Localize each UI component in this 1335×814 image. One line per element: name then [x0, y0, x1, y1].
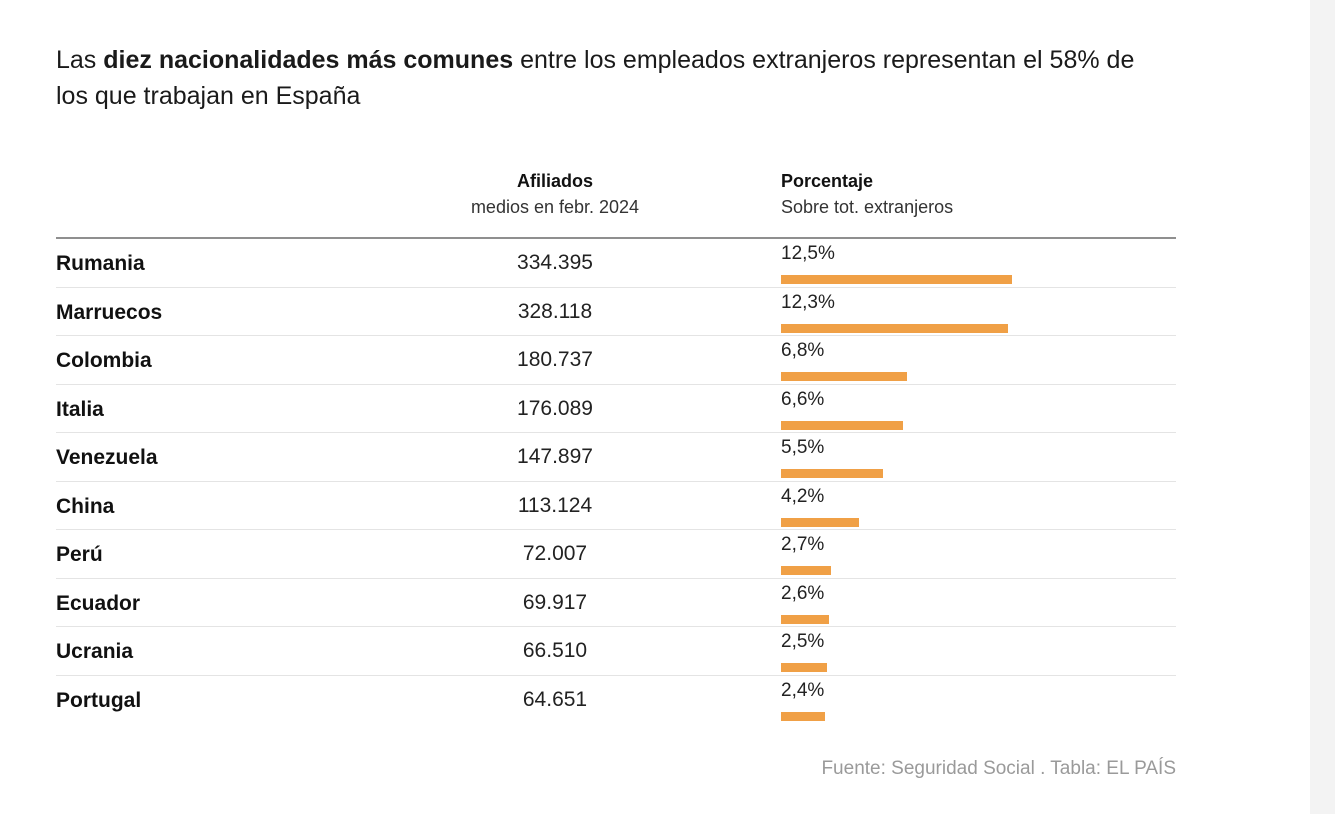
percent-label: 5,5%: [781, 437, 825, 458]
table-row: Marruecos 328.118 12,3%: [56, 288, 1176, 336]
country-label: Ucrania: [56, 640, 134, 663]
country-label: Venezuela: [56, 446, 158, 469]
chart-headline: Las diez nacionalidades más comunes entr…: [56, 46, 1135, 110]
affiliates-value: 72.007: [522, 542, 588, 565]
header-rule: [56, 237, 1176, 239]
country-label: Ecuador: [56, 591, 141, 615]
percent-label: 12,5%: [781, 243, 835, 264]
percent-bar: [781, 275, 1012, 284]
country-label: Italia: [56, 397, 104, 421]
affiliates-value: 328.118: [517, 299, 593, 323]
percent-label: 12,3%: [781, 291, 835, 313]
affiliates-value: 66.510: [522, 639, 588, 662]
source-note: Fuente: Seguridad Social . Tabla: EL PAÍ…: [821, 758, 1176, 779]
country-label: Portugal: [56, 688, 142, 712]
percent-header-sub: Sobre tot. extranjeros: [781, 197, 954, 217]
affiliates-value: 180.737: [517, 348, 593, 371]
headline-bold: diez nacionalidades más comunes: [103, 46, 514, 74]
percent-label: 6,6%: [781, 388, 825, 410]
affiliates-value: 64.651: [522, 687, 588, 711]
table-row: China 113.124 4,2%: [56, 482, 1176, 530]
table-body: Rumania 334.395 12,5% Marruecos 328.118 12,3%…: [56, 239, 1176, 724]
percent-bar: [781, 420, 903, 430]
page-edge-strip: [1310, 0, 1335, 814]
affiliates-value: 113.124: [517, 493, 593, 517]
percent-bar: [781, 323, 1009, 333]
country-label: China: [56, 494, 115, 518]
affiliates-value: 334.395: [517, 251, 593, 274]
country-label: Rumania: [56, 252, 145, 275]
percent-label: 2,6%: [781, 582, 825, 604]
percent-label: 2,4%: [781, 679, 825, 701]
percent-label: 2,7%: [781, 534, 825, 555]
affiliates-value: 147.897: [517, 445, 593, 468]
table-row: Ecuador 69.917 2,6%: [56, 579, 1176, 627]
percent-label: 6,8%: [781, 340, 825, 361]
table-row: Colombia 180.737 6,8%: [56, 336, 1176, 385]
table-row: Italia 176.089 6,6%: [56, 385, 1176, 433]
percent-header-title: Porcentaje: [781, 171, 874, 191]
percent-bar: [781, 372, 907, 381]
percent-column-header: Porcentaje Sobre tot. extranjeros: [781, 168, 1101, 220]
country-label: Marruecos: [56, 300, 163, 324]
percent-bar: [781, 517, 859, 527]
country-label: Perú: [56, 543, 103, 566]
affiliates-column-header: Afiliados medios en febr. 2024: [430, 168, 680, 220]
affiliates-header-title: Afiliados: [516, 171, 593, 191]
percent-bar: [781, 711, 826, 721]
table-row: Perú 72.007 2,7%: [56, 530, 1176, 579]
table-row: Ucrania 66.510 2,5%: [56, 627, 1176, 676]
percent-label: 4,2%: [781, 485, 825, 507]
country-label: Colombia: [56, 349, 152, 372]
affiliates-value: 176.089: [517, 396, 593, 420]
percent-label: 2,5%: [781, 631, 825, 652]
table-row: Portugal 64.651 2,4%: [56, 676, 1176, 725]
table-row: Venezuela 147.897 5,5%: [56, 433, 1176, 482]
affiliates-value: 69.917: [522, 590, 588, 614]
percent-bar: [781, 614, 830, 624]
percent-bar: [781, 663, 828, 672]
percent-bar: [781, 566, 831, 575]
affiliates-header-sub: medios en febr. 2024: [470, 197, 640, 217]
table-row: Rumania 334.395 12,5%: [56, 239, 1176, 288]
percent-bar: [781, 469, 883, 478]
